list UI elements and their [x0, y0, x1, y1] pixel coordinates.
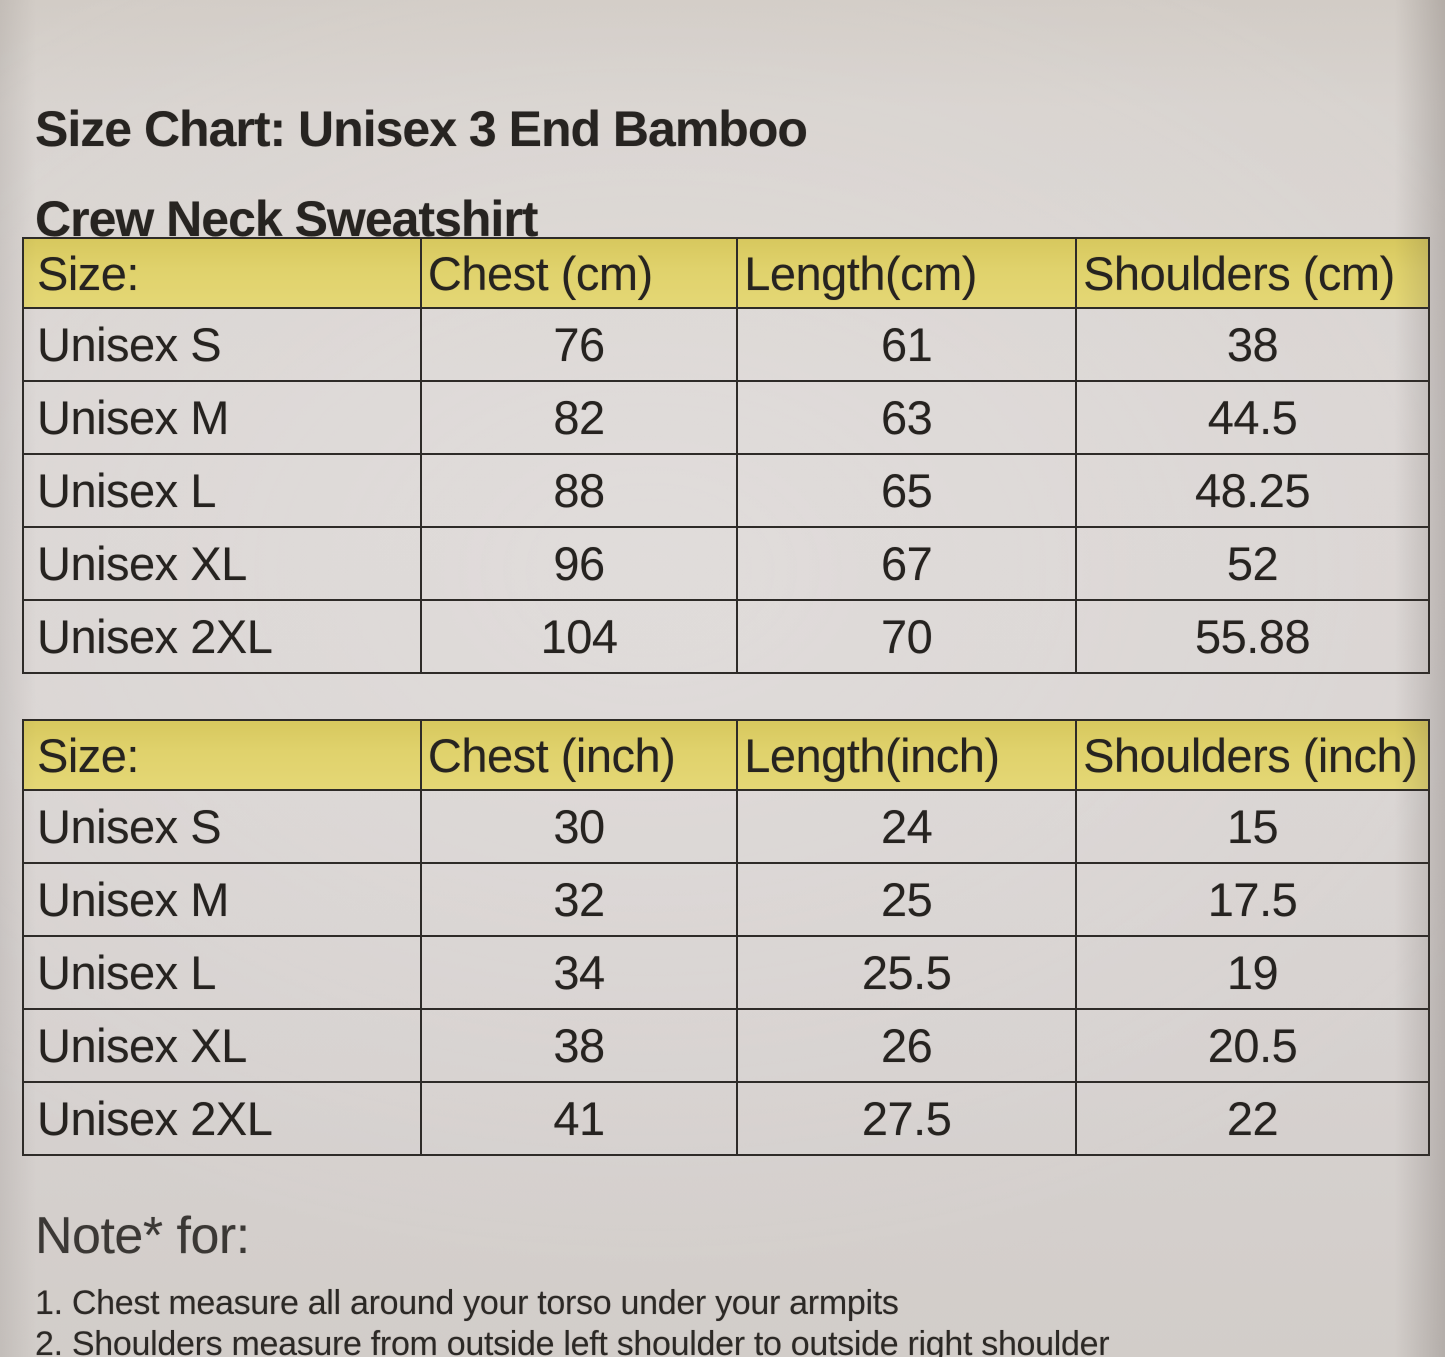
table-row: Unisex M 82 63 44.5	[22, 380, 1430, 455]
size-label-cell: Unisex L	[22, 935, 422, 1010]
size-label-cell: Unisex M	[22, 380, 422, 455]
measurement-cell: 65	[736, 453, 1078, 528]
measurement-cell: 52	[1075, 526, 1430, 601]
measurement-cell: 34	[419, 935, 739, 1010]
size-label-cell: Unisex 2XL	[22, 1081, 422, 1156]
page-title: Size Chart: Unisex 3 End Bamboo Crew Nec…	[35, 84, 808, 264]
measurement-cell: 22	[1075, 1081, 1430, 1156]
notes-heading: Note* for:	[35, 1207, 250, 1265]
measurement-cell: 55.88	[1075, 599, 1430, 674]
header-row: Size: Chest (cm) Length(cm) Shoulders (cm)	[22, 237, 1430, 309]
column-header: Size:	[22, 237, 422, 309]
size-label-cell: Unisex 2XL	[22, 599, 422, 674]
size-label-cell: Unisex S	[22, 307, 422, 382]
column-header: Chest (inch)	[419, 719, 739, 791]
measurement-cell: 17.5	[1075, 862, 1430, 937]
measurement-cell: 44.5	[1075, 380, 1430, 455]
note-item-1: 1. Chest measure all around your torso u…	[35, 1284, 899, 1322]
measurement-cell: 63	[736, 380, 1078, 455]
measurement-cell: 76	[419, 307, 739, 382]
size-label-cell: Unisex M	[22, 862, 422, 937]
size-table-cm: Size: Chest (cm) Length(cm) Shoulders (cm) U…	[22, 237, 1430, 674]
measurement-cell: 19	[1075, 935, 1430, 1010]
size-label-cell: Unisex L	[22, 453, 422, 528]
column-header: Shoulders (inch)	[1075, 719, 1430, 791]
measurement-cell: 25	[736, 862, 1078, 937]
table-row: Unisex M 32 25 17.5	[22, 862, 1430, 937]
measurement-cell: 30	[419, 789, 739, 864]
note-item-2: 2. Shoulders measure from outside left s…	[35, 1325, 1110, 1357]
size-table-inch: Size: Chest (inch) Length(inch) Shoulders (…	[22, 719, 1430, 1156]
measurement-cell: 70	[736, 599, 1078, 674]
measurement-cell: 24	[736, 789, 1078, 864]
column-header: Size:	[22, 719, 422, 791]
measurement-cell: 15	[1075, 789, 1430, 864]
page-title-line1: Size Chart: Unisex 3 End Bamboo	[35, 101, 808, 157]
size-label-cell: Unisex S	[22, 789, 422, 864]
measurement-cell: 88	[419, 453, 739, 528]
measurement-cell: 48.25	[1075, 453, 1430, 528]
measurement-cell: 25.5	[736, 935, 1078, 1010]
table-row: Unisex L 34 25.5 19	[22, 935, 1430, 1010]
size-label-cell: Unisex XL	[22, 526, 422, 601]
table-row: Unisex L 88 65 48.25	[22, 453, 1430, 528]
table-row: Unisex 2XL 104 70 55.88	[22, 599, 1430, 674]
header-row: Size: Chest (inch) Length(inch) Shoulders (…	[22, 719, 1430, 791]
measurement-cell: 104	[419, 599, 739, 674]
measurement-cell: 38	[419, 1008, 739, 1083]
measurement-cell: 27.5	[736, 1081, 1078, 1156]
table-row: Unisex XL 38 26 20.5	[22, 1008, 1430, 1083]
measurement-cell: 32	[419, 862, 739, 937]
table-row: Unisex S 76 61 38	[22, 307, 1430, 382]
measurement-cell: 61	[736, 307, 1078, 382]
column-header: Length(cm)	[736, 237, 1078, 309]
table-row: Unisex S 30 24 15	[22, 789, 1430, 864]
table-row: Unisex 2XL 41 27.5 22	[22, 1081, 1430, 1156]
measurement-cell: 96	[419, 526, 739, 601]
column-header: Shoulders (cm)	[1075, 237, 1430, 309]
measurement-cell: 41	[419, 1081, 739, 1156]
measurement-cell: 26	[736, 1008, 1078, 1083]
measurement-cell: 20.5	[1075, 1008, 1430, 1083]
table-row: Unisex XL 96 67 52	[22, 526, 1430, 601]
measurement-cell: 67	[736, 526, 1078, 601]
column-header: Length(inch)	[736, 719, 1078, 791]
measurement-cell: 38	[1075, 307, 1430, 382]
column-header: Chest (cm)	[419, 237, 739, 309]
measurement-cell: 82	[419, 380, 739, 455]
size-label-cell: Unisex XL	[22, 1008, 422, 1083]
